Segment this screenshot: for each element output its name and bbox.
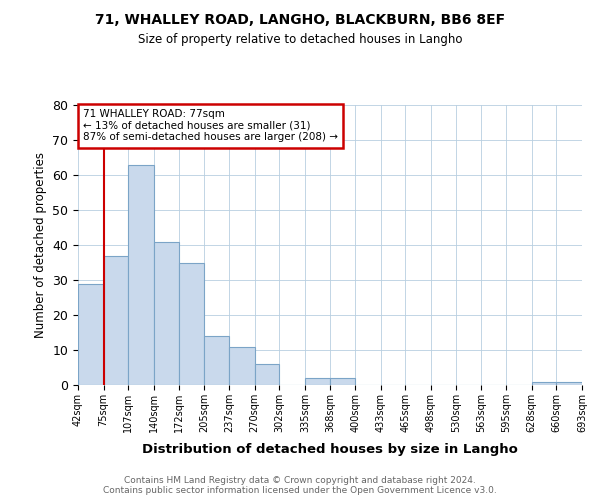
Text: Size of property relative to detached houses in Langho: Size of property relative to detached ho… [138,32,462,46]
Bar [154,242,179,385]
Bar [179,262,204,385]
Bar [254,364,279,385]
Bar [229,346,254,385]
Bar [305,378,331,385]
X-axis label: Distribution of detached houses by size in Langho: Distribution of detached houses by size … [142,443,518,456]
Y-axis label: Number of detached properties: Number of detached properties [34,152,47,338]
Text: 71 WHALLEY ROAD: 77sqm
← 13% of detached houses are smaller (31)
87% of semi-det: 71 WHALLEY ROAD: 77sqm ← 13% of detached… [83,109,338,142]
Bar [331,378,355,385]
Bar [204,336,229,385]
Text: Contains public sector information licensed under the Open Government Licence v3: Contains public sector information licen… [103,486,497,495]
Bar [556,382,582,385]
Text: 71, WHALLEY ROAD, LANGHO, BLACKBURN, BB6 8EF: 71, WHALLEY ROAD, LANGHO, BLACKBURN, BB6… [95,12,505,26]
Text: Contains HM Land Registry data © Crown copyright and database right 2024.: Contains HM Land Registry data © Crown c… [124,476,476,485]
Bar [78,284,104,385]
Bar [128,164,154,385]
Bar [104,256,128,385]
Bar [532,382,556,385]
